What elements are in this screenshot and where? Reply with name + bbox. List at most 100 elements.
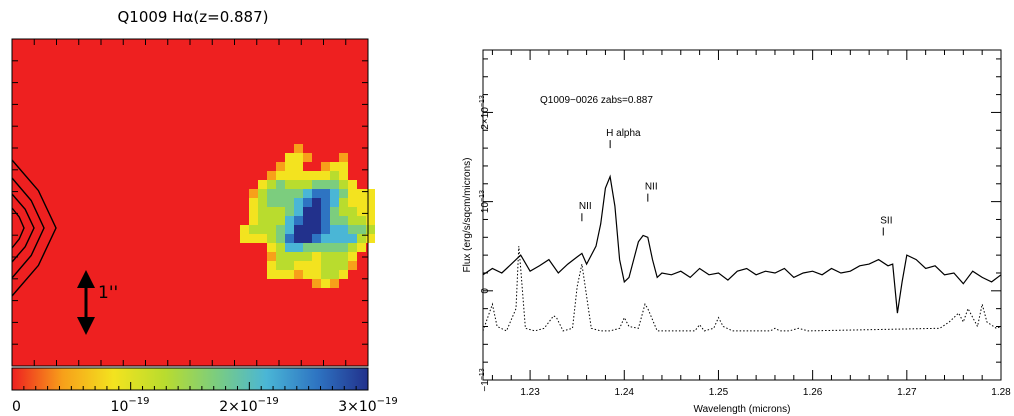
map-pixel — [321, 216, 330, 225]
map-pixel — [357, 216, 366, 225]
map-pixel — [294, 162, 303, 171]
scale-bar-arrow-up — [77, 270, 95, 288]
map-pixel — [249, 234, 258, 243]
map-pixel — [312, 234, 321, 243]
scale-bar-label: 1'' — [98, 283, 118, 303]
map-pixel — [267, 270, 276, 279]
colorbar-tick-label: 10−19 — [111, 396, 150, 415]
map-pixel — [321, 189, 330, 198]
y-axis-label: Flux (erg/s/sqcm/microns) — [462, 157, 473, 272]
map-pixel — [348, 252, 357, 261]
map-pixel — [357, 234, 366, 243]
map-pixel — [366, 198, 375, 207]
map-pixel — [303, 153, 312, 162]
colorbar-tick-marks — [11, 382, 369, 390]
line-label: SII — [880, 216, 892, 227]
map-pixel — [240, 225, 249, 234]
map-pixel — [330, 252, 339, 261]
spectrum-axis-ticks — [483, 50, 1002, 381]
map-pixel — [312, 279, 321, 288]
line-label: H alpha — [606, 128, 641, 139]
map-pixel — [312, 252, 321, 261]
scale-bar-arrow-down — [77, 317, 95, 335]
map-pixel — [339, 225, 348, 234]
map-pixel — [348, 189, 357, 198]
map-pixel — [366, 234, 375, 243]
map-pixel — [348, 225, 357, 234]
map-pixel — [348, 261, 357, 270]
map-pixel — [267, 180, 276, 189]
map-pixel — [294, 252, 303, 261]
map-pixel — [348, 234, 357, 243]
x-tick-label: 1.27 — [897, 387, 917, 398]
map-pixel — [294, 243, 303, 252]
map-pixel — [267, 189, 276, 198]
map-pixel — [258, 216, 267, 225]
y-tick-labels: −1−13 0 10−13 2×10−13 — [479, 95, 491, 392]
map-pixel — [348, 198, 357, 207]
map-pixel — [321, 225, 330, 234]
map-pixel — [294, 207, 303, 216]
map-pixel — [339, 261, 348, 270]
map-pixel — [312, 189, 321, 198]
map-pixel — [276, 225, 285, 234]
map-pixel — [258, 207, 267, 216]
colorbar-tick-label: 0 — [12, 399, 21, 415]
y-tick-label: −1−13 — [479, 368, 491, 391]
map-pixel — [330, 198, 339, 207]
map-pixel — [312, 171, 321, 180]
map-pixel — [267, 216, 276, 225]
map-pixel — [348, 243, 357, 252]
contour-line — [11, 193, 35, 263]
map-pixel — [267, 198, 276, 207]
map-pixel — [285, 252, 294, 261]
x-tick-labels: 1.23 1.24 1.25 1.26 1.27 1.28 — [520, 387, 1011, 398]
continuum-contours — [11, 159, 57, 297]
map-pixel — [321, 279, 330, 288]
map-pixel — [330, 270, 339, 279]
map-pixel — [339, 180, 348, 189]
map-pixel — [321, 207, 330, 216]
y-tick-label: 0 — [480, 288, 491, 294]
map-pixel — [276, 216, 285, 225]
map-pixel — [366, 216, 375, 225]
map-pixel — [276, 234, 285, 243]
map-pixel — [330, 234, 339, 243]
map-pixel — [321, 171, 330, 180]
map-pixel — [267, 171, 276, 180]
map-pixel — [285, 198, 294, 207]
map-pixel — [339, 153, 348, 162]
map-pixel — [285, 234, 294, 243]
map-pixel — [258, 234, 267, 243]
map-pixel — [348, 207, 357, 216]
map-pixel — [339, 252, 348, 261]
map-pixel — [258, 180, 267, 189]
line-label: NII — [645, 182, 658, 193]
map-pixel — [294, 270, 303, 279]
map-pixel — [357, 243, 366, 252]
map-pixel — [285, 207, 294, 216]
map-pixel — [294, 234, 303, 243]
map-pixel — [321, 243, 330, 252]
map-pixel — [330, 207, 339, 216]
map-pixel — [249, 198, 258, 207]
map-pixel — [285, 225, 294, 234]
emission-line-labels: NII H alpha NII SII — [579, 128, 893, 236]
map-pixel — [276, 270, 285, 279]
colorbar-tick-labels: 0 10−19 2×10−19 3×10−19 — [12, 396, 398, 415]
x-tick-label: 1.28 — [991, 387, 1011, 398]
halpha-map-panel: Q1009 Hα(z=0.887) 1'' 0 10−19 2×10−19 3×10−… — [11, 8, 398, 415]
map-pixel — [294, 261, 303, 270]
line-label: NII — [579, 201, 592, 212]
map-pixel — [303, 171, 312, 180]
map-pixel — [330, 189, 339, 198]
map-pixel — [303, 234, 312, 243]
map-pixel — [339, 243, 348, 252]
x-tick-label: 1.26 — [803, 387, 823, 398]
map-pixel — [276, 180, 285, 189]
map-pixel — [285, 261, 294, 270]
map-pixel — [285, 189, 294, 198]
x-axis-label: Wavelength (microns) — [694, 404, 791, 415]
map-pixel — [294, 189, 303, 198]
